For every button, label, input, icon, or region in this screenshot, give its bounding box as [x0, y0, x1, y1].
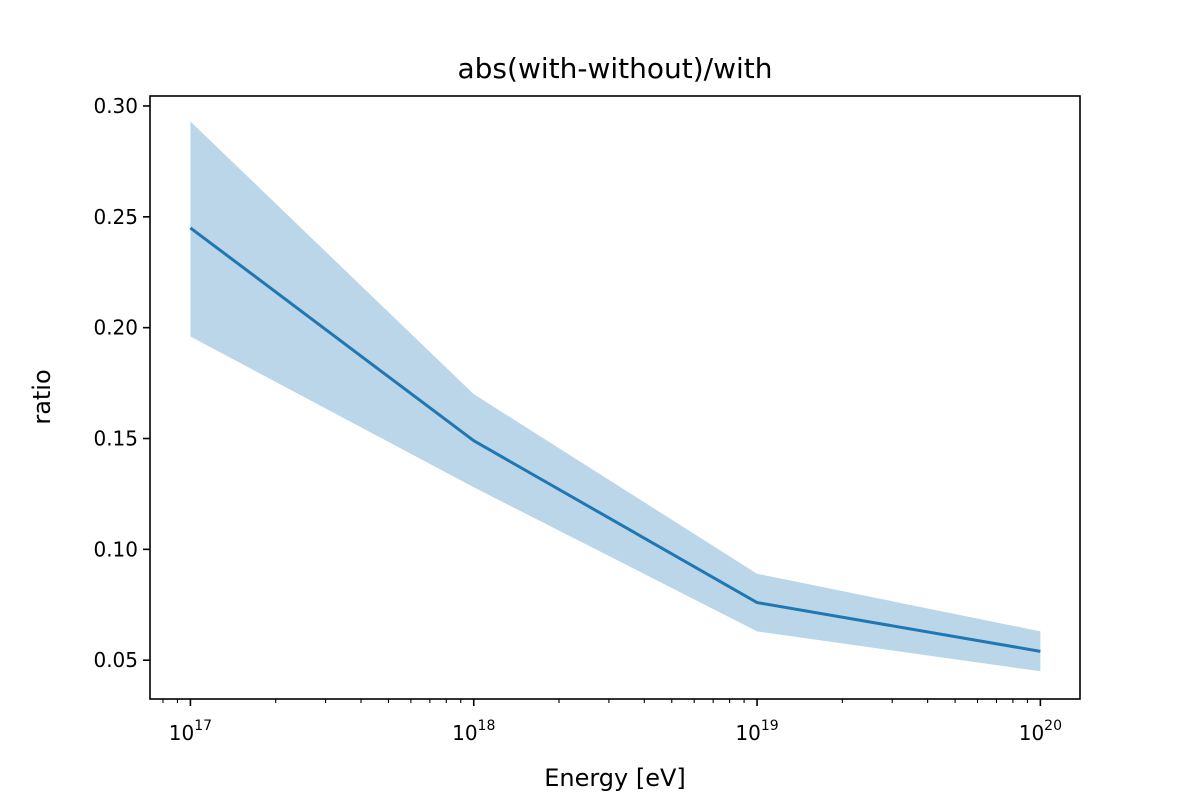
- y-tick-label: 0.15: [93, 427, 138, 451]
- y-tick-label: 0.25: [93, 205, 138, 229]
- x-axis-label: Energy [eV]: [544, 764, 686, 792]
- x-tick-label: 1019: [735, 718, 778, 745]
- ticks: 0.05 0.10 0.15 0.20 0.25 0.30 1017 1018 1019 1020: [93, 94, 1062, 745]
- y-axis-label: ratio: [28, 369, 56, 424]
- series-line-1: [189, 226, 1041, 653]
- y-tick-label: 0.20: [93, 316, 138, 340]
- y-tick-label: 0.30: [93, 94, 138, 118]
- y-tick-label: 0.10: [93, 537, 138, 561]
- x-tick-label: 1018: [452, 718, 495, 745]
- y-tick-label: 0.05: [93, 648, 138, 672]
- plot-area: [189, 121, 1041, 672]
- chart-title: abs(with-without)/with: [458, 52, 773, 85]
- x-tick-label: 1020: [1019, 718, 1062, 745]
- x-tick-label: 1017: [169, 718, 212, 745]
- axes-frame: [149, 95, 1081, 700]
- error-band: [190, 121, 1041, 672]
